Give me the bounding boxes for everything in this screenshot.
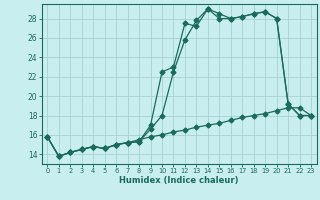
X-axis label: Humidex (Indice chaleur): Humidex (Indice chaleur) [119, 176, 239, 185]
